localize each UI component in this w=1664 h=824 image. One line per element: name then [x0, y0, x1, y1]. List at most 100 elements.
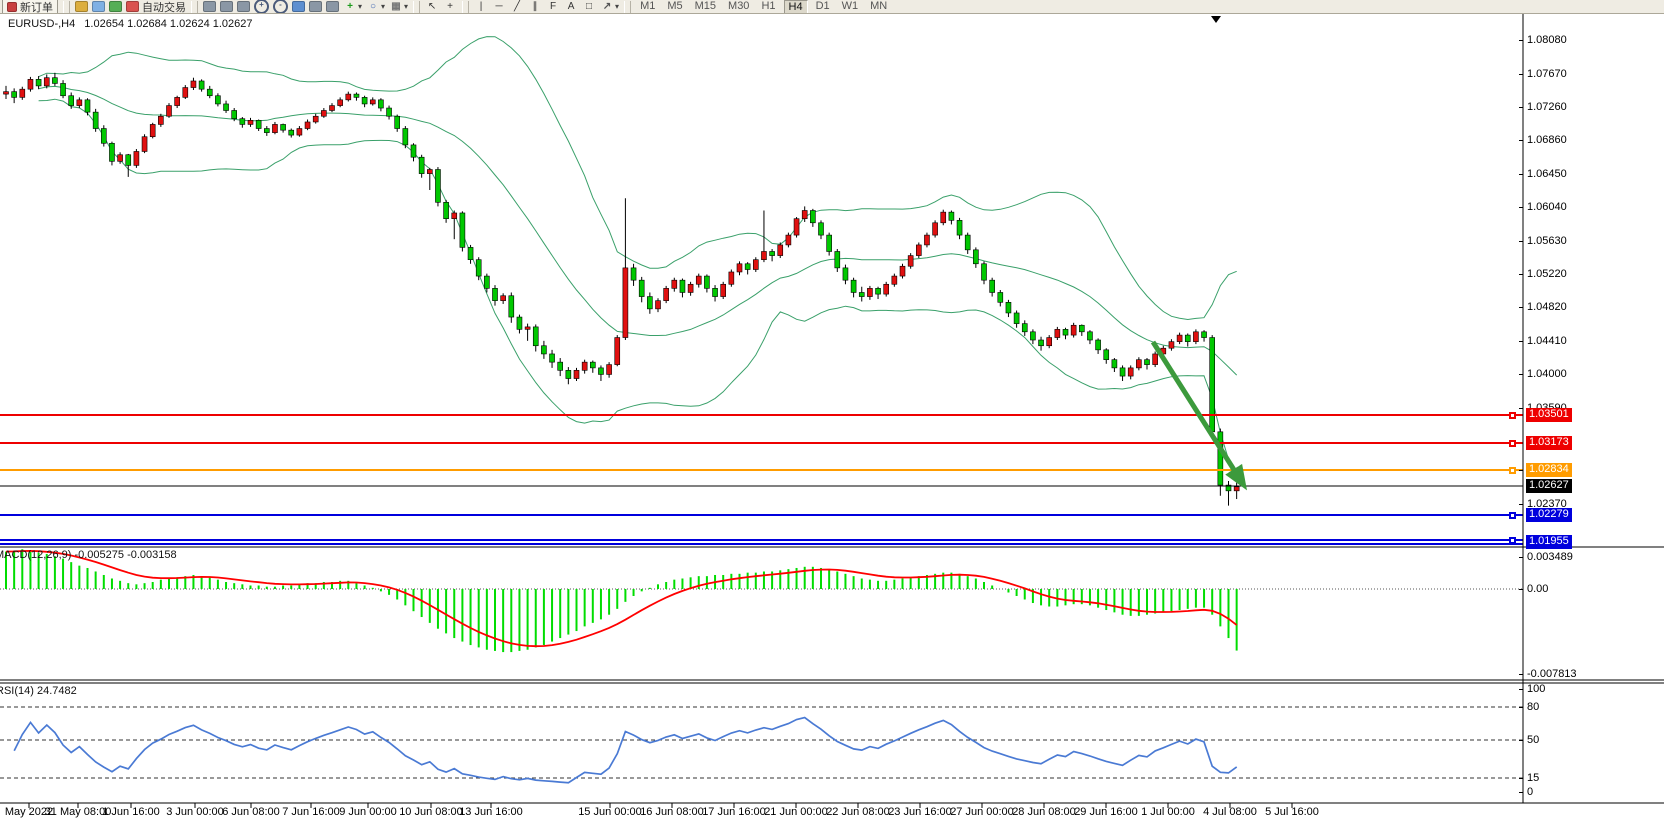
candle-body: [1193, 331, 1199, 342]
candle-body: [109, 142, 115, 162]
new-order-button[interactable]: 新订单: [2, 0, 58, 13]
candle-body: [1209, 337, 1215, 433]
cloud-icon[interactable]: [92, 0, 105, 13]
auto-arrange-icon[interactable]: [309, 0, 322, 13]
candle-body: [1127, 367, 1134, 377]
channel-tool-icon: ∥: [532, 1, 538, 12]
trendline-tool-icon[interactable]: ╱: [510, 0, 524, 13]
candle-body: [182, 87, 189, 98]
candle-body: [598, 367, 604, 375]
candle-body: [1217, 431, 1224, 486]
autotrading-button[interactable]: 自动交易: [126, 0, 186, 13]
rsi-line: [13, 716, 1238, 784]
candle-body: [948, 211, 955, 221]
timeframe-button-m30[interactable]: M30: [728, 0, 750, 12]
cursor-icon[interactable]: ↖: [425, 0, 439, 13]
toolbar-separator: [191, 0, 198, 13]
candle-body: [272, 124, 278, 133]
autotrading-label: 自动交易: [142, 1, 186, 14]
candle-body: [997, 292, 1004, 303]
candle-body: [622, 267, 629, 338]
candle-body: [940, 211, 947, 224]
candle-body: [345, 93, 352, 101]
candle-body: [141, 136, 148, 152]
candle-body: [671, 279, 678, 289]
timeframe-button-m5[interactable]: M5: [667, 0, 683, 12]
period-selector-button[interactable]: ○ ▾: [366, 0, 385, 13]
candle-body: [418, 156, 425, 174]
zoom-out-icon[interactable]: -: [273, 0, 288, 13]
candle-body: [1201, 331, 1207, 338]
trendline-tool-icon: ╱: [514, 1, 521, 12]
text-tool-icon: A: [567, 1, 575, 12]
candle-body: [174, 97, 180, 106]
vertical-line-tool-icon[interactable]: |: [474, 0, 488, 13]
candle-body: [410, 144, 417, 158]
chart-shift-icon[interactable]: [326, 0, 339, 13]
timeframe-button-h4[interactable]: H4: [783, 0, 808, 13]
timeframe-button-d1[interactable]: D1: [815, 0, 830, 12]
new-order-icon: [7, 1, 17, 12]
candle-body: [728, 271, 735, 285]
candle-body: [826, 234, 832, 252]
candle-body: [932, 222, 938, 236]
gold-coins-icon: [75, 1, 88, 12]
candle-body: [532, 326, 539, 347]
candle-body: [883, 283, 890, 295]
candle-body: [736, 263, 743, 273]
candle-body: [924, 234, 930, 246]
template-button[interactable]: ▦ ▾: [389, 0, 408, 13]
candle-body: [1070, 324, 1077, 336]
candle-body: [321, 110, 327, 117]
macd-signal-line: [5, 549, 1238, 648]
signal-icon[interactable]: [109, 0, 122, 13]
timeframe-button-w1[interactable]: W1: [841, 0, 859, 12]
candle-body: [687, 283, 694, 293]
add-indicator-button[interactable]: + ▾: [343, 0, 362, 13]
tile-windows-icon[interactable]: [292, 0, 305, 13]
label-tool-icon: □: [586, 1, 593, 12]
timeframe-button-h1[interactable]: H1: [761, 0, 776, 12]
channel-tool-icon[interactable]: ∥: [528, 0, 542, 13]
horizontal-line-tool-icon[interactable]: ─: [492, 0, 506, 13]
main-price-panel[interactable]: [3, 36, 1240, 506]
chart-shift-icon: [326, 1, 339, 12]
text-tool-icon[interactable]: A: [564, 0, 578, 13]
candle-body: [1111, 359, 1118, 369]
label-tool-icon[interactable]: □: [582, 0, 596, 13]
bar-chart-mode-icon[interactable]: [203, 0, 216, 13]
timeframe-button-m1[interactable]: M1: [640, 0, 656, 12]
timeframe-button-m15[interactable]: M15: [694, 0, 717, 12]
cursor-icon: ↖: [427, 1, 437, 12]
candle-body: [785, 234, 792, 246]
candle-body: [818, 222, 824, 236]
candle-body: [1005, 302, 1012, 314]
gold-coins-icon[interactable]: [75, 0, 88, 13]
candle-body: [663, 288, 669, 301]
timeframe-button-mn[interactable]: MN: [870, 0, 888, 12]
candle-body: [744, 263, 751, 270]
trend-arrow[interactable]: [1150, 340, 1248, 491]
zoom-in-icon[interactable]: +: [254, 0, 269, 13]
candle-chart-mode-icon[interactable]: [220, 0, 233, 13]
cloud-icon: [92, 1, 105, 12]
candle-body: [484, 275, 490, 289]
candle-body: [117, 154, 123, 162]
candle-body: [508, 295, 515, 318]
candle-body: [68, 95, 74, 106]
macd-panel[interactable]: [0, 549, 1523, 653]
crosshair-icon[interactable]: +: [443, 0, 457, 13]
arrow-tools-button[interactable]: ↗ ▾: [600, 0, 619, 13]
candle-body: [630, 267, 637, 281]
auto-arrange-icon: [309, 1, 322, 12]
candle-body: [638, 279, 645, 297]
candle-body: [3, 91, 9, 95]
fibonacci-tool-icon[interactable]: F: [546, 0, 560, 13]
line-chart-mode-icon[interactable]: [237, 0, 250, 13]
candle-chart-mode-icon: [220, 1, 233, 12]
autotrading-icon: [126, 1, 139, 12]
candle-body: [777, 244, 784, 256]
rsi-panel[interactable]: [0, 706, 1523, 784]
